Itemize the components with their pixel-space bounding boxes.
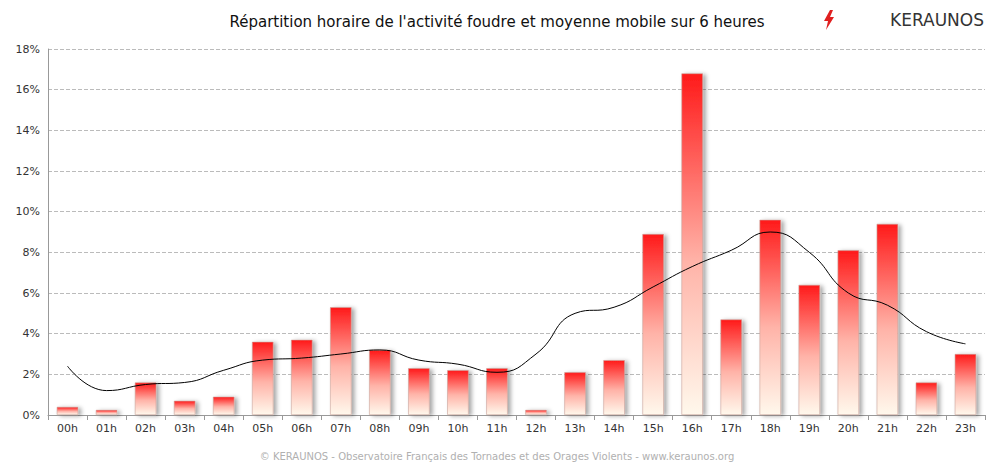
svg-text:19h: 19h [799,422,820,435]
svg-text:16h: 16h [682,422,703,435]
svg-text:01h: 01h [96,422,117,435]
svg-text:Répartition horaire de l'activ: Répartition horaire de l'activité foudre… [229,13,764,31]
svg-text:4%: 4% [23,327,40,340]
svg-text:2%: 2% [23,368,40,381]
svg-text:11h: 11h [486,422,507,435]
svg-text:00h: 00h [57,422,78,435]
svg-text:23h: 23h [955,422,976,435]
svg-text:16%: 16% [16,83,40,96]
svg-text:13h: 13h [565,422,586,435]
svg-text:09h: 09h [408,422,429,435]
svg-text:14h: 14h [604,422,625,435]
svg-text:© KERAUNOS - Observatoire Fran: © KERAUNOS - Observatoire Français des T… [260,451,735,462]
svg-text:22h: 22h [916,422,937,435]
svg-text:12%: 12% [16,165,40,178]
svg-text:08h: 08h [369,422,390,435]
svg-text:20h: 20h [838,422,859,435]
svg-text:KERAUNOS: KERAUNOS [890,10,984,30]
svg-text:14%: 14% [16,124,40,137]
svg-text:17h: 17h [721,422,742,435]
svg-text:04h: 04h [213,422,234,435]
svg-text:6%: 6% [23,287,40,300]
svg-text:18h: 18h [760,422,781,435]
svg-text:10%: 10% [16,205,40,218]
svg-text:06h: 06h [291,422,312,435]
svg-text:10h: 10h [447,422,468,435]
svg-text:07h: 07h [330,422,351,435]
svg-text:15h: 15h [643,422,664,435]
svg-text:18%: 18% [16,43,40,56]
svg-text:8%: 8% [23,246,40,259]
svg-text:05h: 05h [252,422,273,435]
svg-text:21h: 21h [877,422,898,435]
svg-text:0%: 0% [23,409,40,422]
svg-text:03h: 03h [174,422,195,435]
svg-text:02h: 02h [135,422,156,435]
svg-text:12h: 12h [526,422,547,435]
